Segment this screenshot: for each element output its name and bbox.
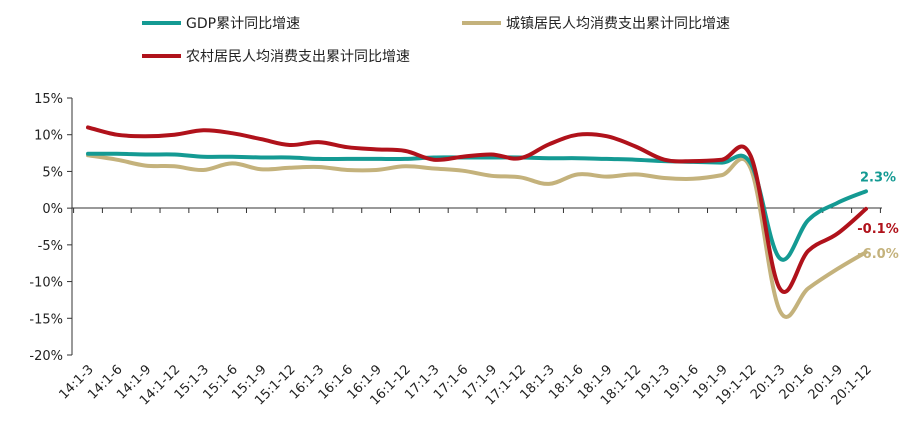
x-axis: 14:1-314:1-614:1-914:1-1215:1-315:1-615:… bbox=[56, 207, 882, 408]
y-tick-label: -15% bbox=[29, 312, 63, 327]
y-tick-label: -5% bbox=[38, 239, 63, 254]
legend-item-gdp: GDP累计同比增速 bbox=[142, 16, 300, 32]
legend-label-urban: 城镇居民人均消费支出累计同比增速 bbox=[506, 16, 730, 32]
y-tick-label: 5% bbox=[42, 165, 63, 180]
y-axis: 15% 10% 5% 0% -5% -10% -15% -20% bbox=[29, 92, 73, 364]
legend-item-rural: 农村居民人均消费支出累计同比增速 bbox=[142, 49, 410, 65]
series-lines bbox=[86, 125, 868, 319]
legend-label-rural: 农村居民人均消费支出累计同比增速 bbox=[186, 49, 410, 65]
y-tick-label: 10% bbox=[34, 129, 63, 144]
y-tick-label: -10% bbox=[29, 276, 63, 291]
end-label-gdp: 2.3% bbox=[860, 170, 896, 185]
series-line-urban bbox=[86, 153, 868, 319]
y-tick-label: 0% bbox=[42, 202, 63, 217]
series-line-rural bbox=[86, 125, 868, 294]
y-tick-label: 15% bbox=[34, 92, 63, 107]
legend: GDP累计同比增速 城镇居民人均消费支出累计同比增速 农村居民人均消费支出累计同… bbox=[142, 16, 730, 65]
end-label-urban: -6.0% bbox=[857, 247, 898, 262]
end-label-rural: -0.1% bbox=[857, 222, 898, 237]
series-line-gdp bbox=[86, 151, 868, 262]
legend-item-urban: 城镇居民人均消费支出累计同比增速 bbox=[462, 16, 730, 32]
y-tick-label: -20% bbox=[29, 349, 63, 364]
legend-label-gdp: GDP累计同比增速 bbox=[186, 16, 300, 32]
end-labels: 2.3% -6.0% -0.1% bbox=[857, 170, 898, 262]
